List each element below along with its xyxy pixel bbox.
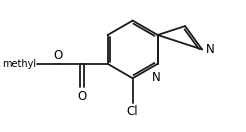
Text: Cl: Cl (127, 105, 138, 118)
Text: O: O (53, 49, 63, 62)
Text: methyl: methyl (2, 59, 36, 69)
Text: N: N (206, 43, 215, 56)
Text: N: N (152, 71, 161, 84)
Text: O: O (77, 90, 86, 103)
